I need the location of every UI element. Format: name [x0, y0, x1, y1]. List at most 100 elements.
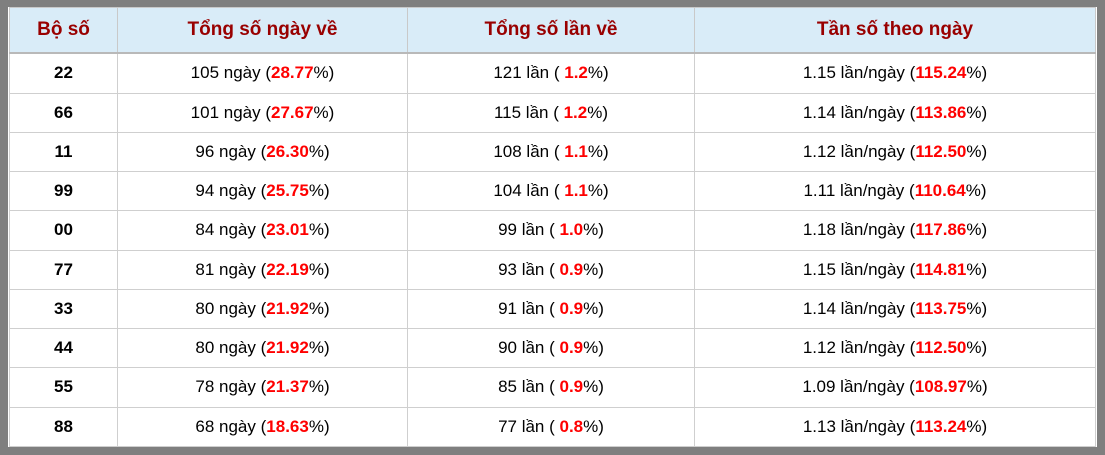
- freq-percent: 113.75: [915, 298, 967, 318]
- days-close: %): [313, 63, 335, 83]
- cell-frequency: 1.12 lần/ngày (112.50%): [694, 131, 1096, 173]
- cell-frequency: 1.18 lần/ngày (117.86%): [694, 210, 1096, 251]
- days-percent: 21.92: [266, 338, 309, 358]
- freq-close: %): [966, 63, 988, 83]
- table-row: 55 78 ngày (21.37%) 85 lần ( 0.9%) 1.09 …: [9, 367, 1096, 408]
- days-text: 78 ngày (: [195, 377, 267, 397]
- times-text: 121 lần (: [493, 63, 565, 83]
- days-close: %): [308, 259, 330, 279]
- freq-close: %): [966, 259, 988, 279]
- freq-text: 1.12 lần/ngày (: [802, 141, 916, 161]
- days-close: %): [308, 338, 330, 358]
- days-close: %): [308, 416, 330, 436]
- freq-close: %): [966, 338, 988, 358]
- cell-frequency: 1.14 lần/ngày (113.86%): [694, 92, 1096, 133]
- times-text: 115 lần (: [493, 102, 564, 122]
- days-close: %): [313, 102, 335, 122]
- cell-total-times: 108 lần ( 1.1%): [407, 131, 695, 173]
- cell-total-times: 85 lần ( 0.9%): [407, 367, 695, 408]
- table-row: 66 101 ngày (27.67%) 115 lần ( 1.2%) 1.1…: [9, 92, 1096, 133]
- freq-percent: 115.24: [915, 63, 967, 83]
- times-close: %): [587, 181, 609, 201]
- days-text: 94 ngày (: [195, 181, 267, 201]
- days-percent: 21.92: [266, 298, 309, 318]
- freq-text: 1.15 lần/ngày (: [802, 259, 916, 279]
- table-row: 00 84 ngày (23.01%) 99 lần ( 1.0%) 1.18 …: [9, 210, 1096, 251]
- cell-total-times: 91 lần ( 0.9%): [407, 288, 695, 330]
- times-text: 91 lần (: [498, 298, 560, 318]
- cell-pair: 99: [9, 171, 118, 212]
- days-text: 80 ngày (: [195, 298, 267, 318]
- times-close: %): [583, 338, 604, 358]
- freq-text: 1.13 lần/ngày (: [802, 416, 916, 436]
- cell-total-days: 80 ngày (21.92%): [117, 328, 408, 369]
- cell-pair: 66: [9, 92, 118, 133]
- column-header-total-days: Tổng số ngày về: [117, 7, 408, 54]
- table-row: 44 80 ngày (21.92%) 90 lần ( 0.9%) 1.12 …: [9, 328, 1096, 369]
- times-percent: 0.9: [559, 298, 584, 318]
- column-header-total-times: Tổng số lần về: [407, 7, 695, 54]
- column-header-pair: Bộ số: [9, 7, 118, 54]
- days-percent: 23.01: [266, 220, 309, 240]
- freq-close: %): [965, 181, 987, 201]
- cell-pair: 22: [9, 52, 118, 94]
- times-percent: 1.1: [564, 181, 588, 201]
- times-percent: 0.8: [559, 416, 584, 436]
- days-text: 80 ngày (: [195, 338, 267, 358]
- table-header-row: Bộ số Tổng số ngày về Tổng số lần về Tần…: [9, 7, 1096, 54]
- freq-percent: 112.50: [915, 338, 967, 358]
- cell-total-times: 115 lần ( 1.2%): [407, 92, 695, 133]
- times-close: %): [583, 220, 604, 240]
- times-text: 99 lần (: [498, 220, 560, 240]
- times-text: 90 lần (: [498, 338, 560, 358]
- cell-pair: 11: [9, 131, 118, 173]
- freq-text: 1.12 lần/ngày (: [802, 338, 916, 358]
- freq-text: 1.09 lần/ngày (: [802, 377, 915, 397]
- times-percent: 1.1: [564, 141, 588, 161]
- freq-text: 1.14 lần/ngày (: [802, 102, 916, 122]
- cell-frequency: 1.09 lần/ngày (108.97%): [694, 367, 1096, 408]
- times-percent: 1.2: [563, 102, 588, 122]
- days-percent: 28.77: [271, 63, 314, 83]
- times-close: %): [583, 298, 604, 318]
- times-text: 85 lần (: [498, 377, 560, 397]
- freq-close: %): [966, 416, 988, 436]
- table-row: 88 68 ngày (18.63%) 77 lần ( 0.8%) 1.13 …: [9, 406, 1096, 447]
- freq-percent: 114.81: [915, 259, 967, 279]
- times-close: %): [587, 63, 609, 83]
- freq-percent: 113.86: [915, 102, 967, 122]
- times-close: %): [587, 141, 609, 161]
- times-percent: 0.9: [559, 338, 584, 358]
- days-text: 96 ngày (: [195, 141, 267, 161]
- cell-total-days: 105 ngày (28.77%): [117, 52, 408, 94]
- cell-total-times: 77 lần ( 0.8%): [407, 406, 695, 447]
- times-text: 108 lần (: [493, 141, 565, 161]
- column-header-frequency: Tần số theo ngày: [694, 7, 1096, 54]
- days-percent: 25.75: [266, 181, 309, 201]
- freq-close: %): [966, 377, 988, 397]
- freq-percent: 112.50: [915, 141, 967, 161]
- cell-frequency: 1.14 lần/ngày (113.75%): [694, 288, 1096, 330]
- cell-total-days: 84 ngày (23.01%): [117, 210, 408, 251]
- freq-close: %): [966, 220, 988, 240]
- cell-pair: 55: [9, 367, 118, 408]
- cell-total-times: 93 lần ( 0.9%): [407, 249, 695, 290]
- freq-close: %): [966, 298, 988, 318]
- freq-close: %): [966, 141, 988, 161]
- days-close: %): [308, 220, 330, 240]
- days-text: 81 ngày (: [195, 259, 267, 279]
- freq-percent: 117.86: [915, 220, 967, 240]
- times-close: %): [587, 102, 609, 122]
- days-percent: 22.19: [266, 259, 309, 279]
- days-close: %): [308, 377, 330, 397]
- times-close: %): [583, 259, 604, 279]
- lottery-statistics-table: Bộ số Tổng số ngày về Tổng số lần về Tần…: [9, 7, 1096, 447]
- freq-percent: 108.97: [914, 377, 967, 397]
- days-text: 101 ngày (: [190, 102, 271, 122]
- cell-total-times: 121 lần ( 1.2%): [407, 52, 695, 94]
- times-percent: 1.0: [559, 220, 584, 240]
- days-text: 68 ngày (: [195, 416, 267, 436]
- freq-text: 1.14 lần/ngày (: [802, 298, 916, 318]
- days-percent: 21.37: [266, 377, 309, 397]
